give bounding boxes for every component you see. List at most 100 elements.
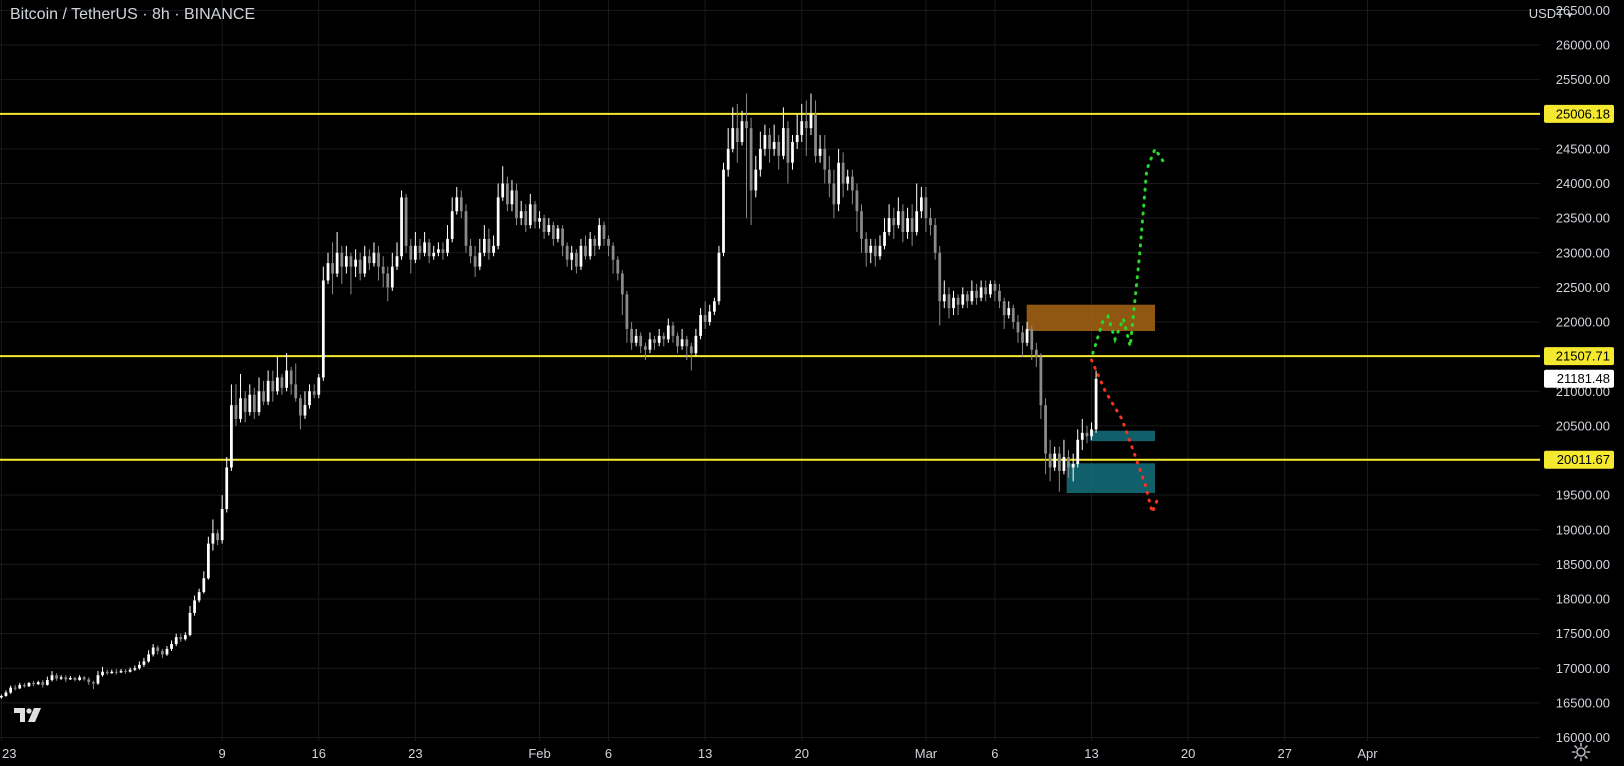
candle	[82, 675, 86, 681]
candle	[1025, 322, 1029, 347]
candle-body	[128, 669, 132, 672]
candle	[225, 457, 229, 513]
currency-selector[interactable]: USDT ▾	[1529, 6, 1572, 21]
candle-body	[151, 647, 155, 655]
candle-body	[676, 335, 679, 347]
candle	[639, 332, 643, 354]
candle	[257, 377, 261, 416]
candle	[262, 380, 265, 406]
candle	[644, 342, 647, 361]
candle-body	[1053, 453, 1057, 468]
candle-body	[1016, 322, 1020, 333]
candle-body	[41, 682, 45, 685]
candle-body	[542, 218, 546, 232]
candle-body	[482, 238, 486, 253]
candle-body	[496, 197, 500, 246]
candle	[87, 677, 91, 685]
candle-body	[13, 687, 17, 689]
candle-body	[689, 346, 693, 354]
candle-body	[312, 391, 316, 395]
candle	[620, 270, 624, 316]
candle-body	[96, 675, 100, 684]
candle	[174, 633, 178, 647]
candle-body	[717, 252, 721, 302]
candle	[961, 287, 965, 309]
time-axis[interactable]: 23 9 16 23 Feb 6 13 20 Mar 6 13 20 27 Apr	[2, 746, 1378, 761]
y-tick-label: 22500.00	[1556, 280, 1610, 295]
tradingview-logo-icon[interactable]	[14, 706, 44, 724]
candle-body	[110, 671, 114, 674]
candle-body	[368, 256, 371, 264]
candle	[749, 117, 753, 226]
gear-icon[interactable]	[1571, 742, 1591, 762]
candle	[538, 211, 541, 229]
candle	[151, 644, 155, 657]
candle	[506, 176, 509, 212]
candle	[308, 384, 311, 409]
y-tick-label: 16500.00	[1556, 695, 1610, 710]
y-tick-label: 22000.00	[1556, 315, 1610, 330]
candle	[188, 605, 192, 637]
candle	[234, 384, 238, 426]
y-tick-label: 17500.00	[1556, 626, 1610, 641]
candle-body	[487, 238, 491, 253]
y-tick-label: 24000.00	[1556, 176, 1610, 191]
y-tick-label: 26500.00	[1556, 3, 1610, 18]
candle-body	[910, 218, 914, 232]
candle	[625, 290, 629, 343]
candle	[1062, 439, 1066, 475]
candle	[588, 231, 592, 260]
candle	[777, 135, 781, 170]
candle-body	[1090, 429, 1093, 437]
candle-body	[427, 242, 431, 257]
candle	[616, 256, 620, 281]
price-axis[interactable]: 26500.0026000.0025500.0025000.0024500.00…	[1544, 3, 1614, 745]
symbol-title[interactable]: Bitcoin / TetherUS · 8h · BINANCE	[10, 6, 256, 23]
candle	[924, 186, 928, 232]
candle-body	[183, 635, 187, 640]
candle	[41, 680, 45, 688]
candle-body	[570, 252, 574, 260]
candle-body	[308, 391, 311, 406]
candle-body	[579, 245, 583, 267]
candle	[823, 135, 827, 184]
candle	[584, 235, 587, 260]
candle-body	[942, 294, 946, 302]
candle	[786, 121, 790, 184]
candle	[271, 370, 275, 402]
candle	[689, 342, 693, 371]
candle	[349, 252, 353, 295]
candle-body	[197, 592, 201, 601]
candle	[92, 680, 95, 690]
candle-body	[864, 238, 868, 253]
candle-body	[299, 398, 302, 416]
candle	[915, 183, 919, 236]
candle-body	[294, 384, 298, 399]
candle	[363, 245, 367, 278]
candle-body	[340, 252, 344, 267]
candle	[528, 193, 532, 229]
candle-body	[878, 245, 882, 257]
candle	[1039, 353, 1043, 419]
candle	[984, 280, 988, 302]
candle	[685, 335, 689, 361]
candle-body	[202, 578, 206, 593]
candle	[13, 684, 17, 691]
candle-body	[179, 637, 183, 640]
x-tick-label: Mar	[915, 746, 938, 761]
candle-body	[432, 252, 436, 257]
candle	[965, 290, 969, 309]
candle	[469, 238, 472, 264]
candle-body	[395, 256, 399, 267]
candle-body	[220, 509, 224, 541]
candle	[551, 221, 555, 246]
candle	[524, 204, 528, 232]
candle-body	[450, 211, 454, 239]
chevron-down-icon: ▾	[1567, 10, 1572, 20]
candle-body	[602, 225, 606, 239]
candle-body	[4, 692, 8, 696]
candle	[515, 183, 518, 226]
candle-body	[413, 245, 417, 260]
supply-zone	[1026, 304, 1155, 332]
